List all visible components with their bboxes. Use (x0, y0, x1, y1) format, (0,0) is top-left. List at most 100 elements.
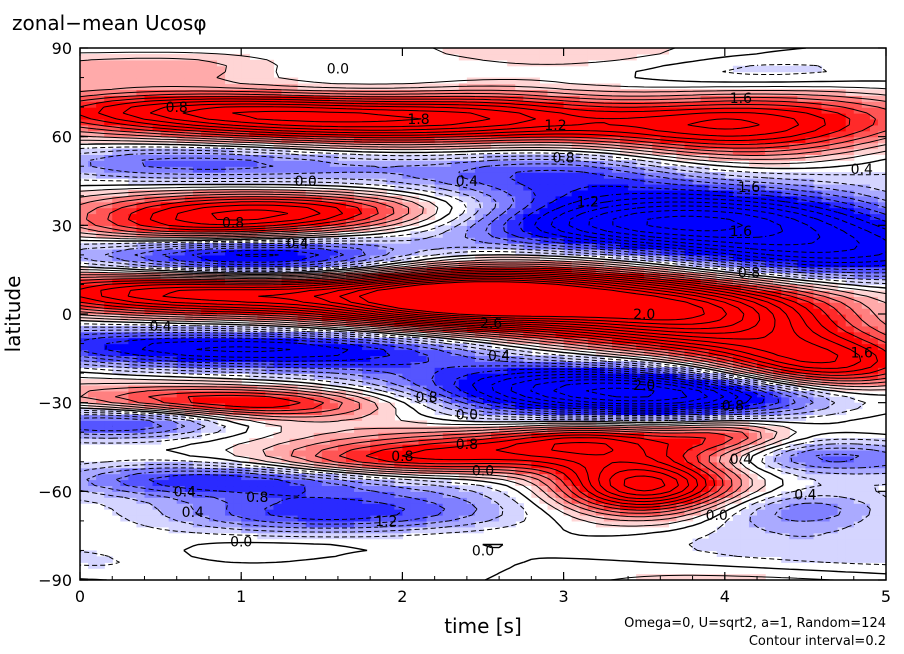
field-cell (652, 314, 661, 321)
field-cell (781, 414, 790, 421)
field-cell (853, 361, 863, 368)
field-cell (861, 550, 871, 557)
field-cell (716, 426, 726, 433)
field-cell (329, 349, 339, 356)
field-cell (579, 272, 589, 280)
field-cell (708, 396, 718, 404)
field-cell (136, 254, 146, 262)
field-cell (853, 319, 863, 327)
field-cell (547, 337, 557, 345)
field-cell (523, 284, 532, 291)
field-cell (208, 355, 218, 362)
field-cell (652, 266, 661, 274)
field-cell (708, 485, 718, 492)
field-cell (305, 497, 315, 504)
field-cell (402, 509, 412, 516)
field-cell (289, 444, 299, 451)
field-cell (861, 219, 871, 226)
field-cell (861, 213, 871, 221)
field-cell (297, 266, 307, 274)
field-cell (249, 491, 258, 498)
field-cell (845, 367, 855, 374)
field-cell (571, 225, 581, 232)
field-cell (128, 379, 138, 386)
field-cell (620, 254, 629, 262)
field-cell (700, 331, 710, 339)
field-cell (426, 520, 436, 528)
field-cell (773, 254, 782, 262)
field-cell (877, 479, 886, 487)
field-cell (208, 503, 218, 510)
field-cell (628, 367, 637, 374)
field-cell (354, 438, 363, 445)
field-cell (128, 207, 138, 215)
field-cell (313, 343, 323, 351)
field-cell (724, 550, 734, 557)
field-cell (805, 266, 815, 274)
field-cell (523, 408, 532, 416)
field-cell (499, 361, 508, 368)
field-cell (362, 497, 371, 504)
field-cell (281, 314, 291, 321)
field-cell (813, 325, 823, 333)
field-cell (853, 550, 863, 557)
field-cell (740, 207, 750, 215)
field-cell (732, 219, 742, 226)
field-cell (676, 296, 686, 303)
field-cell (547, 455, 557, 463)
field-cell (716, 343, 726, 351)
field-cell (837, 331, 847, 339)
field-cell (491, 467, 500, 475)
field-cell (877, 544, 886, 552)
field-cell (628, 254, 637, 262)
field-cell (136, 485, 146, 492)
field-cell (321, 514, 331, 522)
field-cell (474, 485, 484, 492)
field-cell (869, 278, 879, 286)
field-cell (88, 331, 97, 339)
field-cell (595, 219, 605, 226)
field-cell (620, 514, 629, 522)
field-cell (160, 302, 170, 309)
field-cell (329, 296, 339, 303)
field-cell (426, 514, 436, 522)
field-cell (249, 514, 258, 522)
field-cell (845, 325, 855, 333)
field-cell (531, 308, 541, 315)
field-cell (805, 296, 815, 303)
field-cell (249, 349, 258, 356)
field-cell (531, 225, 541, 232)
field-cell (603, 343, 613, 351)
field-cell (386, 479, 395, 487)
field-cell (362, 426, 371, 433)
field-cell (765, 402, 774, 410)
field-cell (877, 373, 886, 380)
field-cell (466, 390, 476, 398)
field-cell (829, 408, 839, 416)
field-cell (716, 231, 726, 238)
field-cell (740, 355, 750, 362)
field-cell (249, 308, 258, 315)
field-cell (700, 574, 710, 580)
field-cell (611, 260, 621, 268)
field-cell (773, 325, 782, 333)
field-cell (184, 420, 194, 427)
field-cell (96, 296, 105, 303)
field-cell (225, 461, 234, 469)
field-cell (789, 343, 798, 351)
field-cell (257, 408, 266, 416)
field-cell (499, 503, 508, 510)
field-cell (458, 260, 468, 268)
field-cell (289, 485, 299, 492)
field-cell (555, 467, 565, 475)
field-cell (773, 544, 782, 552)
field-cell (555, 325, 565, 333)
field-cell (668, 219, 678, 226)
field-cell (700, 449, 710, 457)
field-cell (466, 213, 476, 221)
field-cell (386, 302, 395, 309)
field-cell (281, 349, 291, 356)
field-cell (386, 432, 395, 439)
field-cell (394, 438, 403, 445)
field-cell (329, 237, 339, 244)
